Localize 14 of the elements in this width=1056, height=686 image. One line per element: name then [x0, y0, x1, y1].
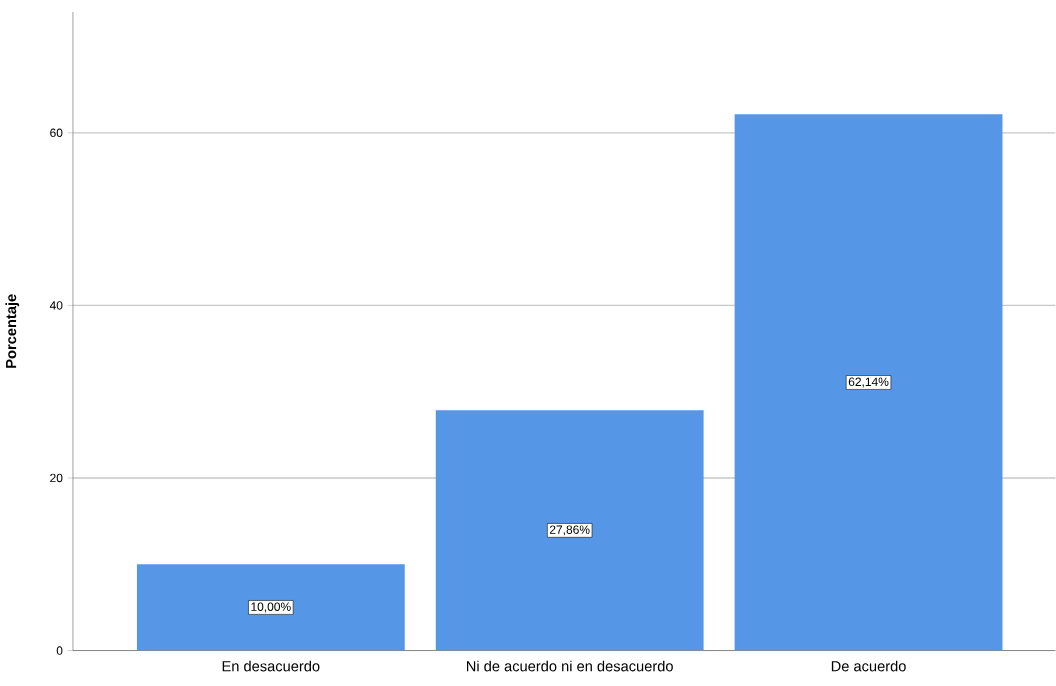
y-tick-label: 60 [50, 128, 63, 138]
data-label: 62,14% [848, 377, 889, 388]
data-label: 10,00% [251, 602, 291, 613]
x-tick-label: De acuerdo [831, 660, 906, 672]
y-axis-title: Porcentaje [5, 294, 20, 368]
data-label: 27,86% [549, 525, 590, 536]
y-tick-label: 40 [49, 301, 63, 310]
y-tick-label: 20 [50, 473, 63, 483]
bar [734, 114, 1003, 651]
x-tick-label: Ni de acuerdo ni en desacuerdo [467, 660, 673, 672]
bar [435, 410, 704, 651]
y-tick-label: 0 [56, 646, 63, 656]
bar [136, 564, 405, 651]
x-tick-label: En desacuerdo [222, 660, 320, 672]
